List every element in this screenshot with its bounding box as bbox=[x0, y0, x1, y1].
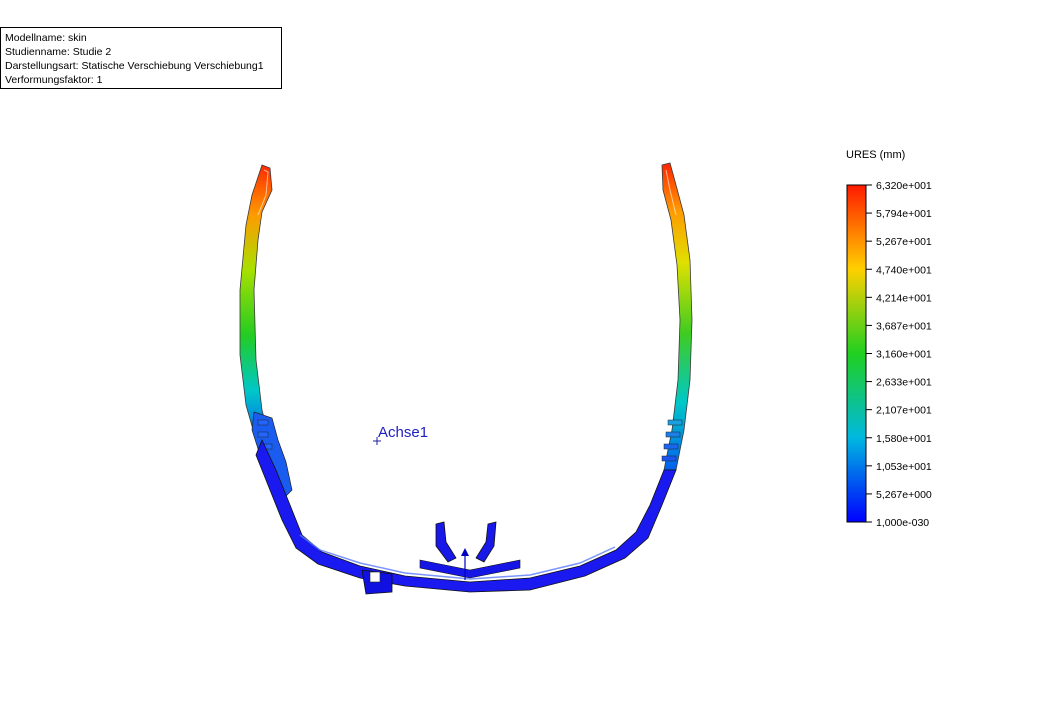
deformation-scale-text: Verformungsfaktor: 1 bbox=[5, 74, 103, 86]
left-temple-arm bbox=[239, 164, 273, 441]
axis-marker[interactable]: Achse1 bbox=[373, 424, 428, 445]
study-info-box: Modellname: skin Studienname: Studie 2 D… bbox=[0, 27, 282, 89]
study-name-text: Studienname: Studie 2 bbox=[5, 46, 112, 58]
front-frame bbox=[255, 438, 677, 595]
model-name-text: Modellname: skin bbox=[5, 32, 87, 44]
axis-label: Achse1 bbox=[378, 424, 428, 441]
left-hinge bbox=[251, 411, 293, 501]
right-hinge bbox=[661, 419, 683, 462]
plot-type-text: Darstellungsart: Statische Verschiebung … bbox=[5, 60, 264, 72]
load-arrow-icon bbox=[461, 548, 469, 580]
